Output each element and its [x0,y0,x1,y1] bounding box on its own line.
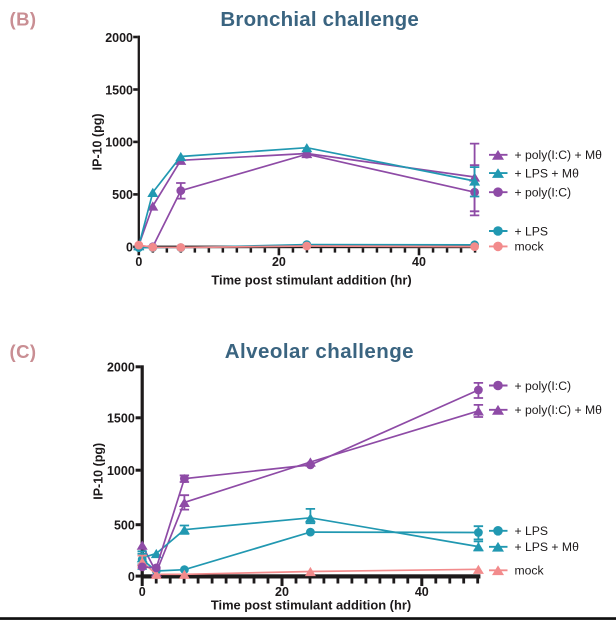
svg-text:Bronchial challenge: Bronchial challenge [220,8,419,31]
svg-text:0: 0 [139,585,146,599]
svg-text:IP-10 (pg): IP-10 (pg) [92,443,106,500]
svg-text:1500: 1500 [105,83,133,97]
svg-text:IP-10 (pg): IP-10 (pg) [91,113,105,170]
svg-text:mock: mock [515,240,545,254]
svg-text:40: 40 [415,585,429,599]
svg-text:500: 500 [112,188,133,202]
svg-text:+ LPS: + LPS [515,524,549,538]
svg-text:0: 0 [128,570,135,584]
svg-text:+ poly(I:C): + poly(I:C) [515,186,572,200]
svg-text:Time post stimulant addition (: Time post stimulant addition (hr) [211,273,411,288]
svg-text:1000: 1000 [107,464,135,478]
svg-text:0: 0 [126,241,133,255]
svg-text:+ poly(I:C) + Mθ: + poly(I:C) + Mθ [515,403,603,417]
svg-text:0: 0 [135,255,142,269]
svg-text:+ LPS + Mθ: + LPS + Mθ [515,540,580,554]
svg-text:1500: 1500 [107,412,135,426]
svg-text:20: 20 [272,255,286,269]
svg-text:2000: 2000 [107,361,135,375]
svg-text:(C): (C) [10,341,37,362]
svg-text:20: 20 [275,585,289,599]
svg-text:+ LPS: + LPS [515,224,549,238]
svg-text:2000: 2000 [105,31,133,45]
svg-text:+ poly(I:C): + poly(I:C) [515,379,572,393]
svg-text:Alveolar challenge: Alveolar challenge [225,340,414,363]
svg-text:(B): (B) [10,9,37,30]
svg-text:1000: 1000 [105,136,133,150]
svg-text:40: 40 [412,255,426,269]
svg-text:500: 500 [114,519,135,533]
svg-text:Time post stimulant addition (: Time post stimulant addition (hr) [211,598,411,613]
svg-text:+ poly(I:C) + Mθ: + poly(I:C) + Mθ [515,148,603,162]
svg-text:mock: mock [515,564,545,578]
svg-text:+ LPS + Mθ: + LPS + Mθ [515,166,580,180]
